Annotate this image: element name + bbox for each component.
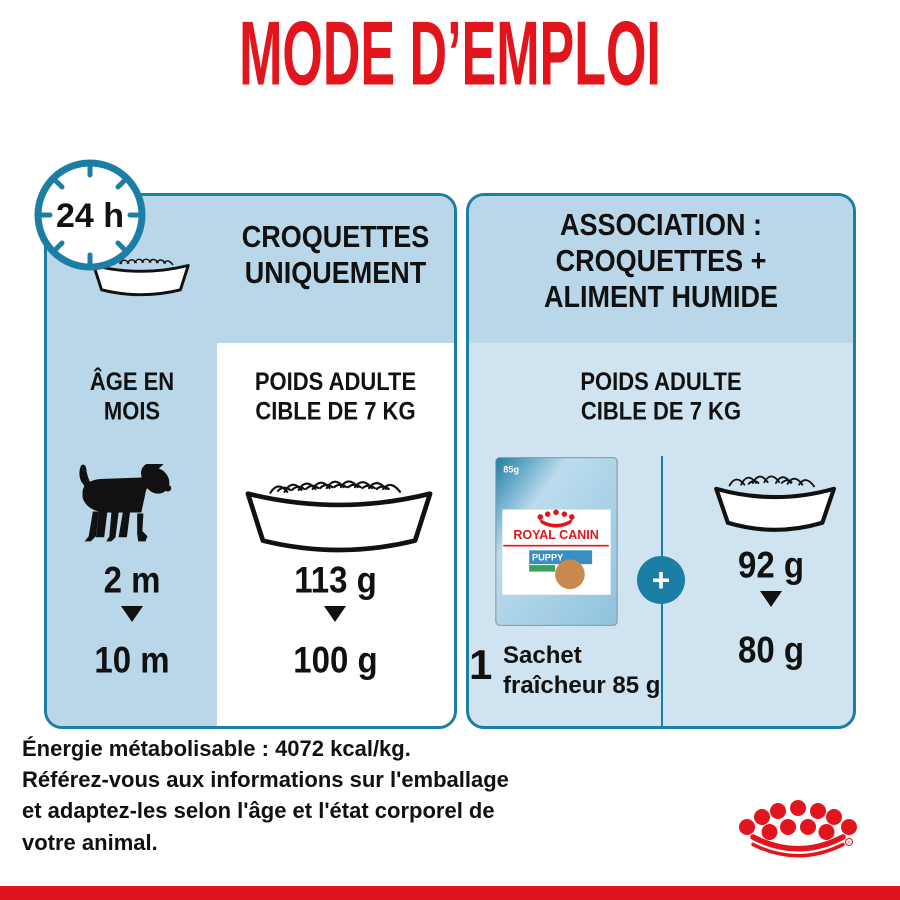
- svg-text:24 h: 24 h: [56, 197, 124, 235]
- svg-text:PUPPY: PUPPY: [532, 552, 564, 562]
- svg-text:ROYAL CANIN: ROYAL CANIN: [513, 528, 598, 542]
- svg-text:85g: 85g: [503, 465, 519, 475]
- svg-text:R: R: [848, 840, 851, 845]
